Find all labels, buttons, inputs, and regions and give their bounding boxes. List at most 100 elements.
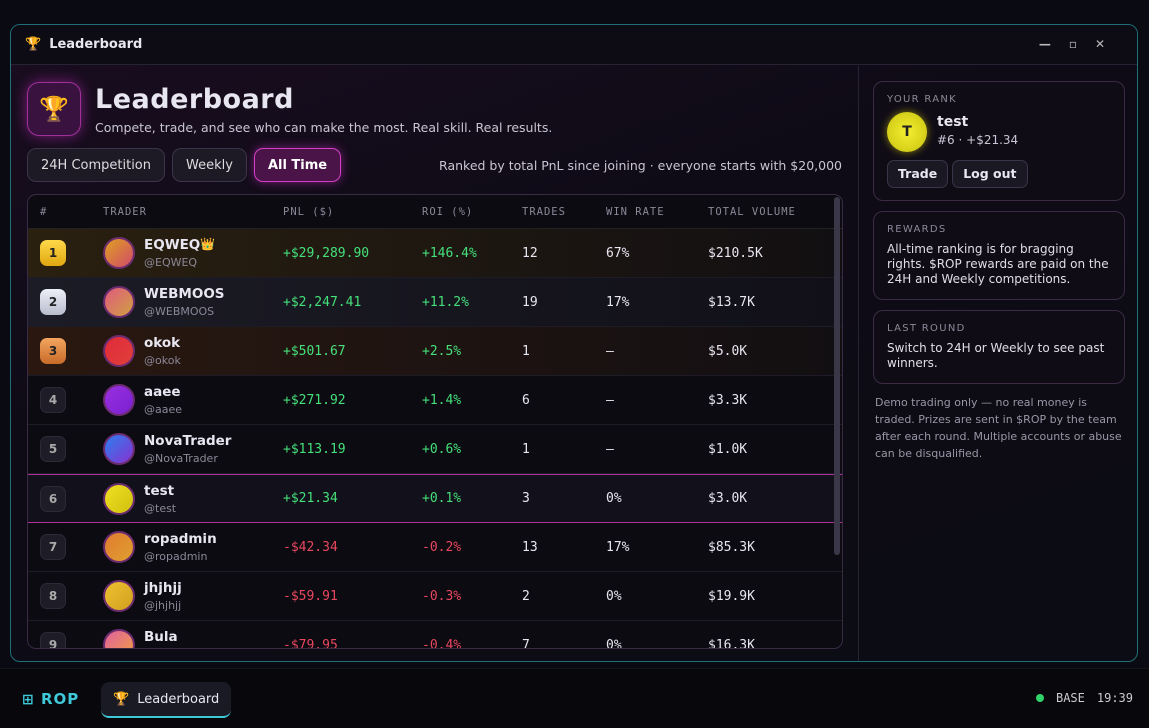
table-row: 1 EQWEQ 👑 @EQWEQ +$29,289.90 +146.4% 12 67% $210…	[28, 229, 842, 278]
clock: 19:39	[1096, 691, 1133, 705]
volume: $3.0K	[708, 491, 748, 506]
pnl: -$42.34	[283, 539, 338, 555]
tab[interactable]: All Time	[253, 148, 342, 182]
window-controls[interactable]: —▫✕	[1038, 37, 1123, 51]
trader-handle: @test	[144, 502, 177, 515]
card-label: YOUR RANK	[887, 94, 958, 105]
header-icon: 🏆	[27, 82, 81, 136]
button[interactable]: Log out	[952, 160, 1028, 188]
trades: 6	[522, 392, 530, 408]
trader-name: EQWEQ	[144, 237, 201, 253]
pnl: -$59.91	[283, 588, 338, 604]
pnl: -$79.95	[283, 637, 338, 649]
pnl: +$501.67	[283, 343, 346, 359]
rank-badge: 8	[40, 583, 66, 609]
rank-badge: 9	[40, 632, 66, 648]
trader-name: Bula	[144, 629, 178, 645]
table-row: 4 aaee @aaee +$271.92 +1.4% 6 — $3.3K	[28, 376, 842, 425]
win-rate: 0%	[606, 588, 622, 604]
column-header: TRADER	[103, 205, 147, 218]
card-label: REWARDS	[887, 224, 947, 235]
win-rate: —	[606, 343, 614, 359]
column-header: PNL ($)	[283, 205, 335, 218]
disclaimer: Demo trading only — no real money is tra…	[875, 396, 1122, 460]
table-row: 9 Bula -$79.95 -0.4% 7 0% $16.3K	[28, 621, 842, 649]
card-label: LAST ROUND	[887, 323, 966, 334]
trader-handle: @WEBMOOS	[144, 305, 215, 318]
roi: -0.2%	[422, 539, 462, 555]
tabs: 24H Competition Weekly All Time	[27, 148, 342, 182]
card-text: All-time ranking is for bragging rights.…	[887, 242, 1109, 286]
title-bar: 🏆 Leaderboard —▫✕	[11, 25, 1137, 65]
win-rate: 0%	[606, 637, 622, 649]
rewards-card: REWARDS All-time ranking is for bragging …	[873, 211, 1125, 300]
ranked-note: Ranked by total PnL since joining · ever…	[439, 158, 842, 173]
scrollbar[interactable]	[834, 197, 840, 555]
window: 🏆 Leaderboard —▫✕ 🏆 Leaderboard Compete,…	[10, 24, 1138, 662]
pnl: +$29,289.90	[283, 245, 370, 261]
trader-handle: @ropadmin	[144, 550, 208, 563]
column-header: #	[40, 205, 48, 218]
leaderboard-table: # TRADER PNL ($) ROI (%) TRADES WIN RATE TOTAL…	[27, 194, 843, 649]
roi: +146.4%	[422, 245, 477, 261]
rank-badge: 4	[40, 387, 66, 413]
trades: 2	[522, 588, 530, 604]
trader-name: jhjhjj	[144, 580, 182, 596]
volume: $13.7K	[708, 294, 755, 310]
buttons: Trade Log out	[887, 160, 1111, 188]
tab[interactable]: 24H Competition	[27, 148, 166, 182]
volume: $210.5K	[708, 245, 763, 261]
task-label: Leaderboard	[137, 691, 220, 707]
avatar	[103, 286, 135, 318]
status: BASE 19:39	[1035, 691, 1133, 705]
table-row: 7 ropadmin @ropadmin -$42.34 -0.2% 13 17% $85.3…	[28, 523, 842, 572]
brand[interactable]: ⊞ ROP	[22, 690, 80, 708]
trader-handle: @aaee	[144, 403, 183, 416]
trades: 19	[522, 294, 538, 310]
roi: -0.4%	[422, 637, 462, 649]
win-rate: 17%	[606, 539, 630, 555]
trades: 13	[522, 539, 538, 555]
trader-name: WEBMOOS	[144, 286, 225, 302]
roi: +2.5%	[422, 343, 462, 359]
pnl: +$2,247.41	[283, 294, 362, 310]
avatar	[103, 531, 135, 563]
column-header: ROI (%)	[422, 205, 474, 218]
win-rate: —	[606, 441, 614, 457]
button[interactable]: Trade	[887, 160, 949, 188]
avatar	[103, 433, 135, 465]
column-header: TRADES	[522, 205, 566, 218]
volume: $3.3K	[708, 392, 748, 408]
pnl: +$271.92	[283, 392, 346, 408]
roi: +1.4%	[422, 392, 462, 408]
trader-name: aaee	[144, 384, 181, 400]
win-rate: 67%	[606, 245, 630, 261]
user-name: test	[937, 114, 969, 130]
taskbar: ⊞ ROP 🏆 Leaderboard BASE 19:39	[0, 668, 1149, 728]
tab[interactable]: Weekly	[172, 148, 247, 182]
trader-handle: @NovaTrader	[144, 452, 218, 465]
trades: 3	[522, 491, 530, 506]
task-button[interactable]: 🏆 Leaderboard	[101, 682, 232, 718]
window-title: Leaderboard	[49, 37, 143, 52]
rank-badge: 6	[40, 485, 66, 512]
win-rate: 17%	[606, 294, 630, 310]
roi: +0.6%	[422, 441, 462, 457]
card-text: Switch to 24H or Weekly to see past winn…	[887, 341, 1105, 370]
avatar	[103, 384, 135, 416]
avatar	[103, 237, 135, 269]
table-header: # TRADER PNL ($) ROI (%) TRADES WIN RATE TOTAL…	[28, 195, 842, 229]
crown-icon: 👑	[200, 237, 215, 251]
trades: 7	[522, 637, 530, 649]
roi: +0.1%	[422, 491, 462, 506]
trader-name: ropadmin	[144, 531, 217, 547]
trophy-icon: 🏆	[25, 37, 42, 52]
table-body: 1 EQWEQ 👑 @EQWEQ +$29,289.90 +146.4% 12 67% $210…	[28, 229, 842, 649]
trader-name: NovaTrader	[144, 433, 232, 449]
rank-badge: 2	[40, 289, 66, 315]
column-header: WIN RATE	[606, 205, 665, 218]
volume: $5.0K	[708, 343, 748, 359]
